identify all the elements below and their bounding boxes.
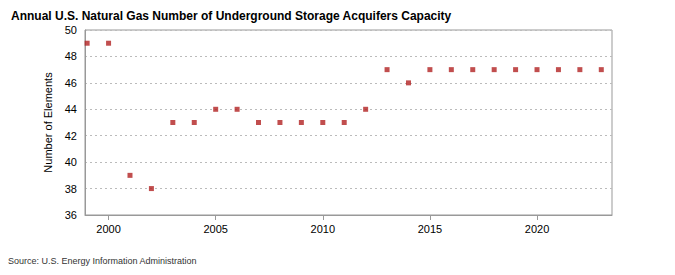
svg-text:40: 40 [65,156,77,168]
svg-text:50: 50 [65,24,77,36]
svg-text:2015: 2015 [418,223,442,235]
svg-text:Source: U.S. Energy Informatio: Source: U.S. Energy Information Administ… [8,256,197,266]
svg-text:2005: 2005 [203,223,227,235]
svg-text:48: 48 [65,50,77,62]
svg-text:46: 46 [65,77,77,89]
svg-text:2000: 2000 [96,223,120,235]
svg-text:44: 44 [65,103,77,115]
svg-text:2010: 2010 [311,223,335,235]
svg-text:2020: 2020 [525,223,549,235]
svg-text:42: 42 [65,130,77,142]
svg-text:38: 38 [65,183,77,195]
svg-text:Annual U.S. Natural Gas Number: Annual U.S. Natural Gas Number of Underg… [11,9,452,23]
svg-text:36: 36 [65,209,77,221]
svg-text:Number of Elements: Number of Elements [42,72,54,173]
